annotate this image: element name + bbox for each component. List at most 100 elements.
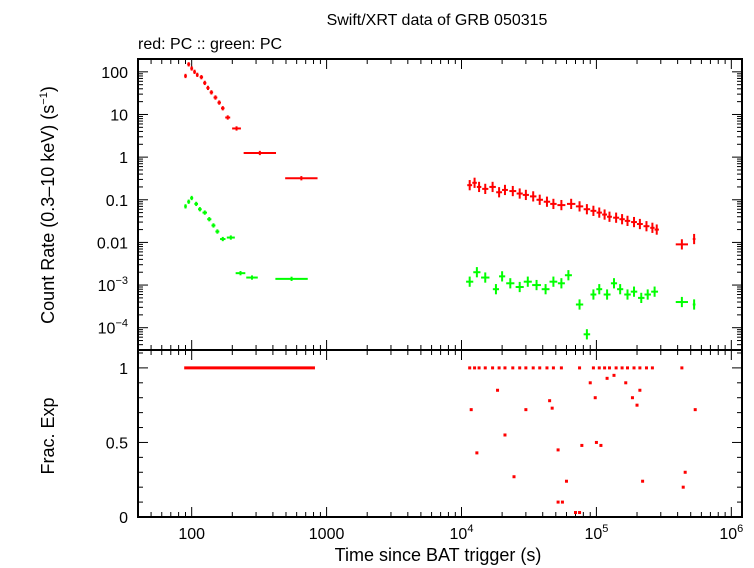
chart-subtitle: red: PC :: green: PC (138, 36, 282, 53)
red-data-point (209, 90, 214, 95)
exposure-point (681, 485, 685, 489)
red-data-point (529, 191, 537, 202)
red-data-point (643, 221, 650, 232)
red-data-point (482, 183, 489, 195)
exposure-point (620, 366, 624, 370)
red-data-point (590, 205, 597, 216)
red-data-point (613, 212, 620, 223)
exposure-point (483, 366, 487, 370)
exposure-point (578, 511, 582, 515)
green-data-point (235, 271, 246, 276)
exposure-point (612, 373, 616, 377)
y-tick-label-base: 10 (98, 278, 116, 295)
exposure-point (538, 366, 542, 370)
green-data-point (596, 284, 603, 295)
top-y-axis-label-text: Count Rate (0.3–10 keV) (s (38, 105, 58, 324)
green-data-point (187, 199, 191, 204)
red-data-point (596, 207, 602, 218)
green-data-point (202, 210, 208, 215)
green-data-point (617, 284, 624, 295)
exposure-point (593, 396, 597, 400)
green-data-point (207, 217, 212, 222)
exposure-point (560, 500, 564, 504)
green-data-point (549, 276, 558, 287)
exposure-point (644, 366, 648, 370)
red-data-point (650, 222, 655, 233)
exposure-point (503, 433, 507, 437)
red-data-point (285, 176, 318, 181)
exposure-point (641, 479, 645, 483)
x-tick-label: 105 (584, 523, 608, 543)
y-tick-label: 0 (119, 510, 128, 527)
y-tick-label: 10−4 (98, 318, 128, 338)
green-data-point (692, 299, 696, 310)
green-data-point (610, 278, 618, 289)
bottom-y-axis-label: Frac. Exp (38, 397, 58, 474)
exposure-point (603, 366, 607, 370)
red-data-point (184, 73, 187, 79)
red-data-point (557, 199, 566, 211)
green-data-point (473, 267, 481, 278)
red-data-point (243, 150, 277, 156)
y-tick-label-exponent: −4 (115, 318, 128, 330)
green-data-point (630, 286, 638, 297)
red-data-point (583, 204, 591, 215)
red-data-point (187, 62, 191, 67)
red-data-point (654, 224, 659, 235)
red-data-point (225, 115, 231, 120)
exposure-point (497, 366, 501, 370)
red-data-point (206, 85, 210, 91)
x-tick-label-base: 100 (178, 526, 205, 543)
red-data-point (476, 181, 482, 193)
exposure-point (545, 366, 549, 370)
bottom-plot-frame (137, 349, 743, 518)
green-data-point (532, 279, 541, 291)
exposure-point (607, 366, 611, 370)
exposure-point (599, 443, 603, 447)
red-data-point (199, 75, 204, 80)
y-tick-label: 10 (110, 107, 128, 124)
green-data-point (275, 276, 308, 281)
green-data-point (675, 296, 688, 308)
exposure-point (503, 366, 507, 370)
y-tick-label-exponent: −3 (115, 275, 128, 287)
green-data-point (198, 207, 202, 212)
exposure-point (468, 366, 472, 370)
top-y-axis-label: Count Rate (0.3–10 keV) (s−1) (38, 86, 58, 324)
green-data-point (246, 275, 258, 280)
red-data-point (675, 239, 688, 250)
exposure-point (564, 479, 568, 483)
red-data-point (203, 80, 207, 86)
x-tick-label-exponent: 4 (467, 523, 473, 535)
top-plot-frame (137, 58, 743, 351)
green-data-point (638, 292, 645, 304)
exposure-point (473, 366, 477, 370)
red-data-point (619, 214, 625, 225)
exposure-point (597, 366, 601, 370)
green-data-point (481, 272, 490, 283)
exposure-point (524, 366, 528, 370)
green-data-point (226, 235, 235, 240)
exposure-point (550, 406, 554, 410)
green-data-point (506, 278, 515, 289)
exposure-point (524, 408, 528, 412)
exposure-point (518, 366, 522, 370)
green-data-point (211, 223, 216, 228)
green-data-point (651, 286, 659, 297)
y-tick-label-base: 100 (101, 65, 128, 82)
y-tick-label: 1 (119, 150, 128, 167)
exposure-point (475, 451, 479, 455)
green-data-point (515, 281, 524, 293)
green-data-point (583, 329, 591, 340)
exposure-point (551, 366, 555, 370)
red-data-point (472, 177, 477, 188)
exposure-point (680, 366, 684, 370)
red-data-point (624, 215, 631, 226)
red-data-point (602, 209, 608, 220)
x-tick-label: 100 (178, 526, 205, 543)
green-data-point (466, 276, 474, 287)
exposure-point (556, 448, 560, 452)
y-tick-label: 0.5 (106, 435, 128, 452)
